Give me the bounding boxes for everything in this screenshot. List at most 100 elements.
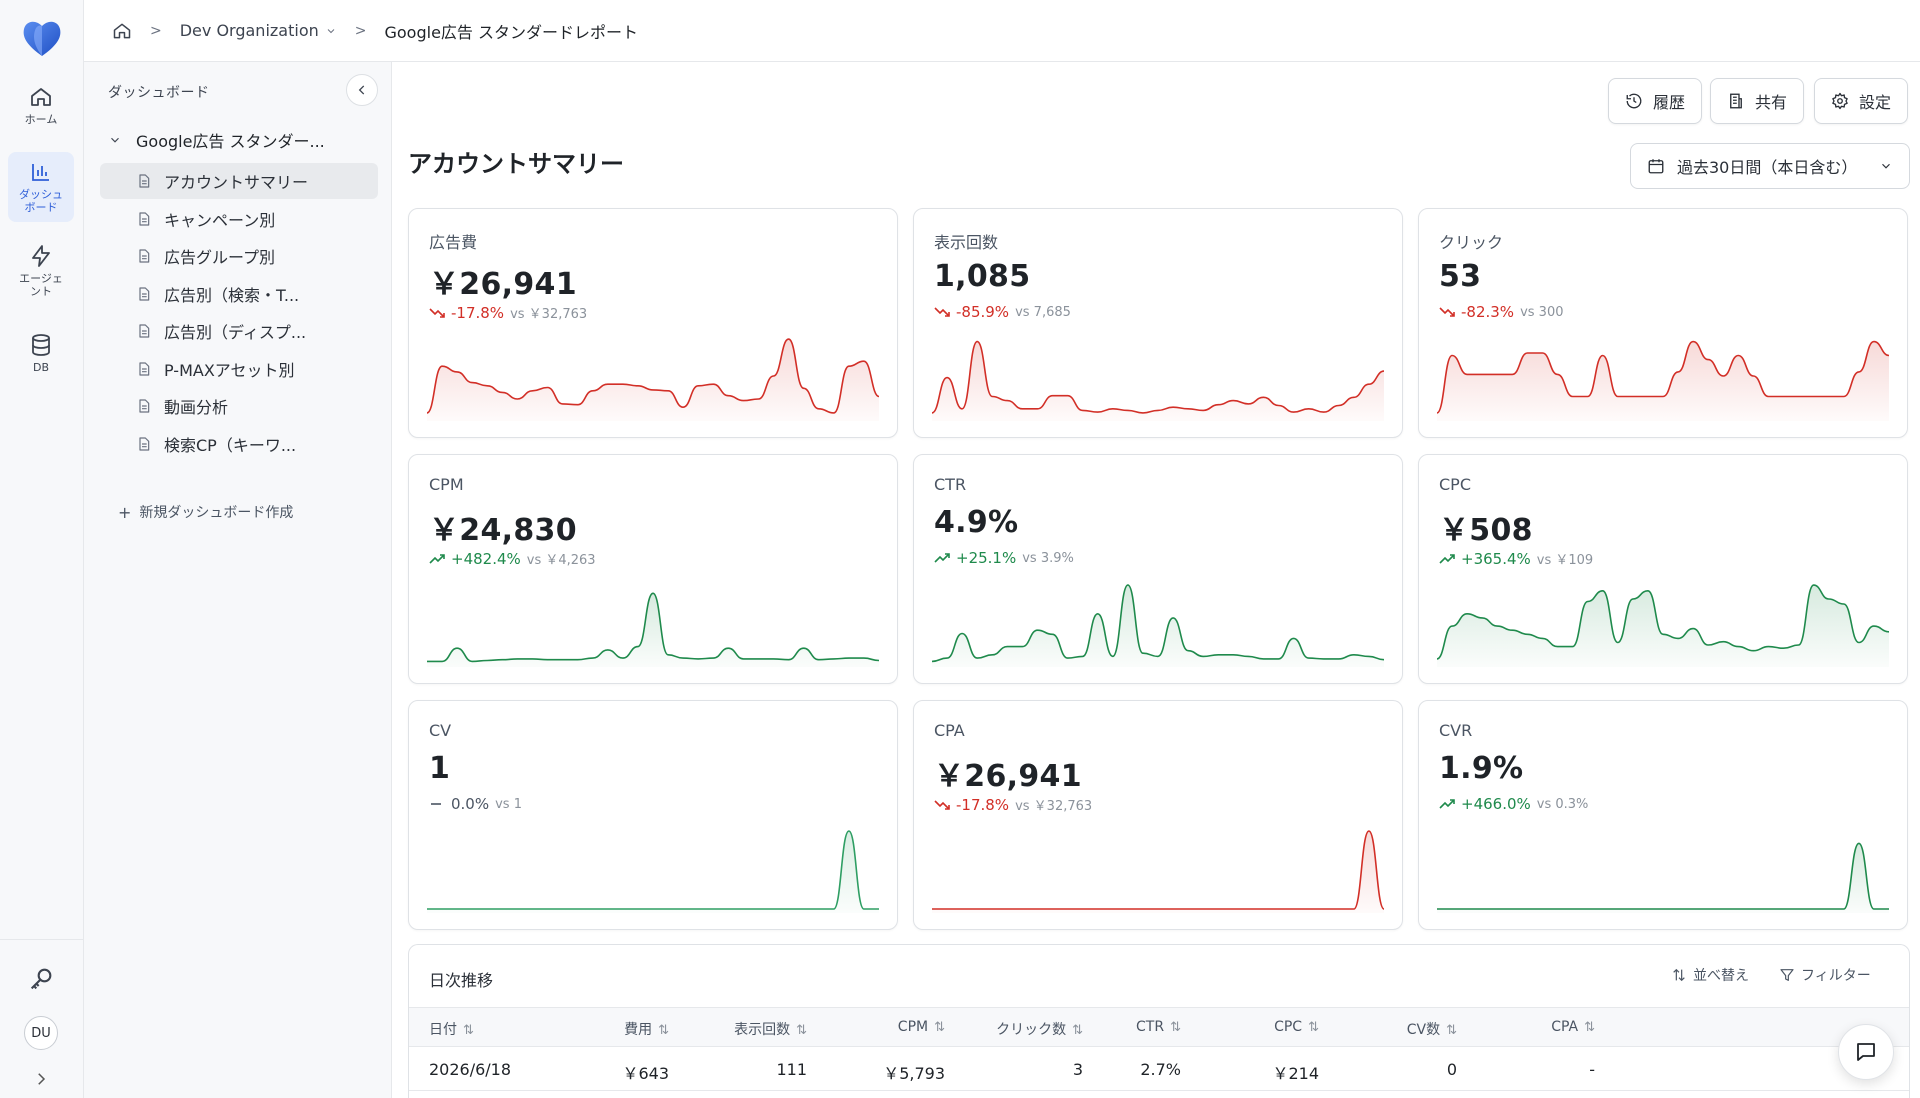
metric-delta-value: -17.8% (451, 303, 505, 322)
document-icon (139, 324, 150, 338)
share-button[interactable]: 共有 (1710, 78, 1805, 124)
sparkline-line (1436, 584, 1890, 660)
sparkline-chart (426, 338, 880, 421)
table-header: 日付 ⇅ 費用 ⇅ 表示回数 ⇅ CPM ⇅ クリック数 ⇅ CTR ⇅ CPC ⇅ CV数 ⇅ CPA ⇅ (409, 1007, 1909, 1047)
rail-label-agent: エージェント (19, 272, 63, 298)
metric-comparison: vs 300 (1520, 304, 1564, 320)
metric-label: クリック (1439, 233, 1504, 252)
column-header[interactable]: CPA ⇅ (1551, 1019, 1595, 1035)
sidebar-item-report[interactable]: 広告グループ別 (100, 238, 378, 274)
sidebar-item-report[interactable]: 検索CP（キーワ... (100, 426, 378, 462)
app-logo-icon[interactable] (20, 16, 64, 60)
table-row[interactable]: 2026/6/18 ￥643 111 ￥5,793 3 2.7% ￥214 0 - (409, 1047, 1909, 1091)
settings-button[interactable]: 設定 (1814, 78, 1909, 124)
metric-delta-value: -82.3% (1461, 303, 1515, 321)
column-header[interactable]: クリック数 ⇅ (996, 1019, 1083, 1039)
rail-item-agent[interactable]: エージェント (8, 236, 74, 306)
breadcrumb-org[interactable]: Dev Organization (179, 21, 319, 40)
gear-icon (1832, 92, 1848, 110)
rail-item-db[interactable]: DB (8, 318, 74, 388)
chevron-right-icon[interactable] (32, 1070, 50, 1088)
metric-label: CPA (934, 721, 965, 740)
metric-value: ￥26,941 (429, 267, 577, 302)
sort-arrows-icon[interactable]: ⇅ (1446, 1023, 1457, 1038)
sparkline-chart (1436, 340, 1890, 421)
share-label: 共有 (1755, 93, 1788, 112)
new-dashboard-label: 新規ダッシュボード作成 (139, 505, 294, 521)
new-dashboard-button[interactable]: + 新規ダッシュボード作成 (118, 502, 293, 522)
date-range-select[interactable]: 過去30日間（本日含む） (1630, 143, 1910, 189)
metric-delta: +482.4% vs ￥4,263 (429, 549, 596, 568)
table-cell: 2.7% (1140, 1060, 1181, 1079)
sort-arrows-icon[interactable]: ⇅ (658, 1023, 669, 1038)
sidebar-item-report[interactable]: P-MAXアセット別 (100, 351, 378, 387)
chevron-down-icon[interactable] (325, 25, 337, 37)
user-avatar[interactable]: DU (24, 1016, 58, 1050)
sort-arrows-icon[interactable]: ⇅ (1308, 1020, 1319, 1035)
sidebar-item-report[interactable]: 動画分析 (100, 388, 378, 424)
sort-arrows-icon[interactable]: ⇅ (1170, 1020, 1181, 1035)
trend-down-icon (934, 307, 950, 317)
metric-label: CTR (934, 475, 967, 494)
chevron-right-icon: > (354, 22, 367, 39)
chevron-right-icon: > (150, 22, 162, 39)
column-header-label: CPA (1551, 1019, 1579, 1035)
metric-card: CVR 1.9% +466.0% vs 0.3% (1418, 700, 1908, 930)
sparkline-chart (1436, 842, 1889, 913)
column-header[interactable]: 表示回数 ⇅ (734, 1019, 807, 1039)
column-header[interactable]: CPM ⇅ (898, 1019, 945, 1035)
collapse-sidebar-button[interactable] (346, 74, 378, 106)
sparkline-line (426, 338, 880, 414)
history-button[interactable]: 履歴 (1608, 78, 1703, 124)
sparkline-area (1437, 341, 1889, 421)
table-cell: 0 (1446, 1060, 1457, 1079)
sparkline-chart (426, 830, 879, 913)
sort-arrows-icon[interactable]: ⇅ (934, 1020, 945, 1035)
rail-item-dashboard[interactable]: ダッシュボード (8, 152, 74, 222)
column-header[interactable]: 日付 ⇅ (429, 1019, 474, 1039)
home-icon[interactable] (112, 21, 132, 41)
metric-card: クリック 53 -82.3% vs 300 (1418, 208, 1908, 438)
document-icon (139, 211, 150, 226)
column-header[interactable]: CV数 ⇅ (1407, 1019, 1457, 1039)
breadcrumb-current: Google広告 スタンダードレポート (384, 22, 638, 42)
sidebar-item-report[interactable]: 広告別（ディスプ... (100, 313, 378, 349)
chat-button[interactable] (1838, 1024, 1894, 1080)
metric-delta-value: +25.1% (956, 549, 1017, 567)
filter-button[interactable]: フィルター (1779, 965, 1871, 985)
database-icon (32, 333, 50, 356)
metric-card: CV 1 0.0% vs 1 (408, 700, 898, 930)
chat-bubble-icon (1857, 1043, 1875, 1061)
sort-arrows-icon[interactable]: ⇅ (1584, 1020, 1595, 1035)
history-icon (1626, 93, 1642, 109)
sort-arrows-icon[interactable]: ⇅ (796, 1023, 807, 1038)
sidebar-item-report[interactable]: アカウントサマリー (100, 163, 378, 199)
column-header[interactable]: 費用 ⇅ (624, 1019, 669, 1039)
metric-delta-value: +466.0% (1461, 795, 1531, 813)
rail-item-home[interactable]: ホーム (8, 70, 74, 140)
sidebar-item-report[interactable]: キャンペーン別 (100, 201, 378, 237)
table-cell: - (1589, 1060, 1595, 1079)
tree-root-report[interactable]: Google広告 スタンダー... (108, 128, 325, 152)
sidebar-item-label: P-MAXアセット別 (164, 360, 295, 380)
rail-bottom: DU (0, 939, 84, 1098)
trend-down-icon (934, 799, 950, 810)
metric-delta-value: +482.4% (451, 549, 521, 568)
metric-card: CPA ￥26,941 -17.8% vs ￥32,763 (913, 700, 1403, 930)
column-header-label: クリック数 (996, 1022, 1067, 1038)
trend-up-icon (429, 553, 445, 564)
column-header[interactable]: CTR ⇅ (1136, 1019, 1181, 1035)
metric-label: CV (429, 721, 452, 740)
sort-arrows-icon[interactable]: ⇅ (463, 1023, 474, 1038)
metric-comparison: vs 0.3% (1536, 796, 1589, 812)
sort-icon (1673, 968, 1685, 982)
sort-button[interactable]: 並べ替え (1671, 965, 1749, 985)
column-header[interactable]: CPC ⇅ (1274, 1019, 1319, 1035)
sidebar-item-report[interactable]: 広告別（検索・T... (100, 276, 378, 312)
key-icon[interactable] (27, 965, 55, 993)
sort-arrows-icon[interactable]: ⇅ (1072, 1023, 1083, 1038)
metric-delta: -85.9% vs 7,685 (934, 303, 1071, 321)
sidebar-item-label: 広告別（検索・T... (164, 285, 300, 305)
table-cell: 2026/6/18 (429, 1060, 512, 1079)
sparkline-line (426, 592, 880, 663)
